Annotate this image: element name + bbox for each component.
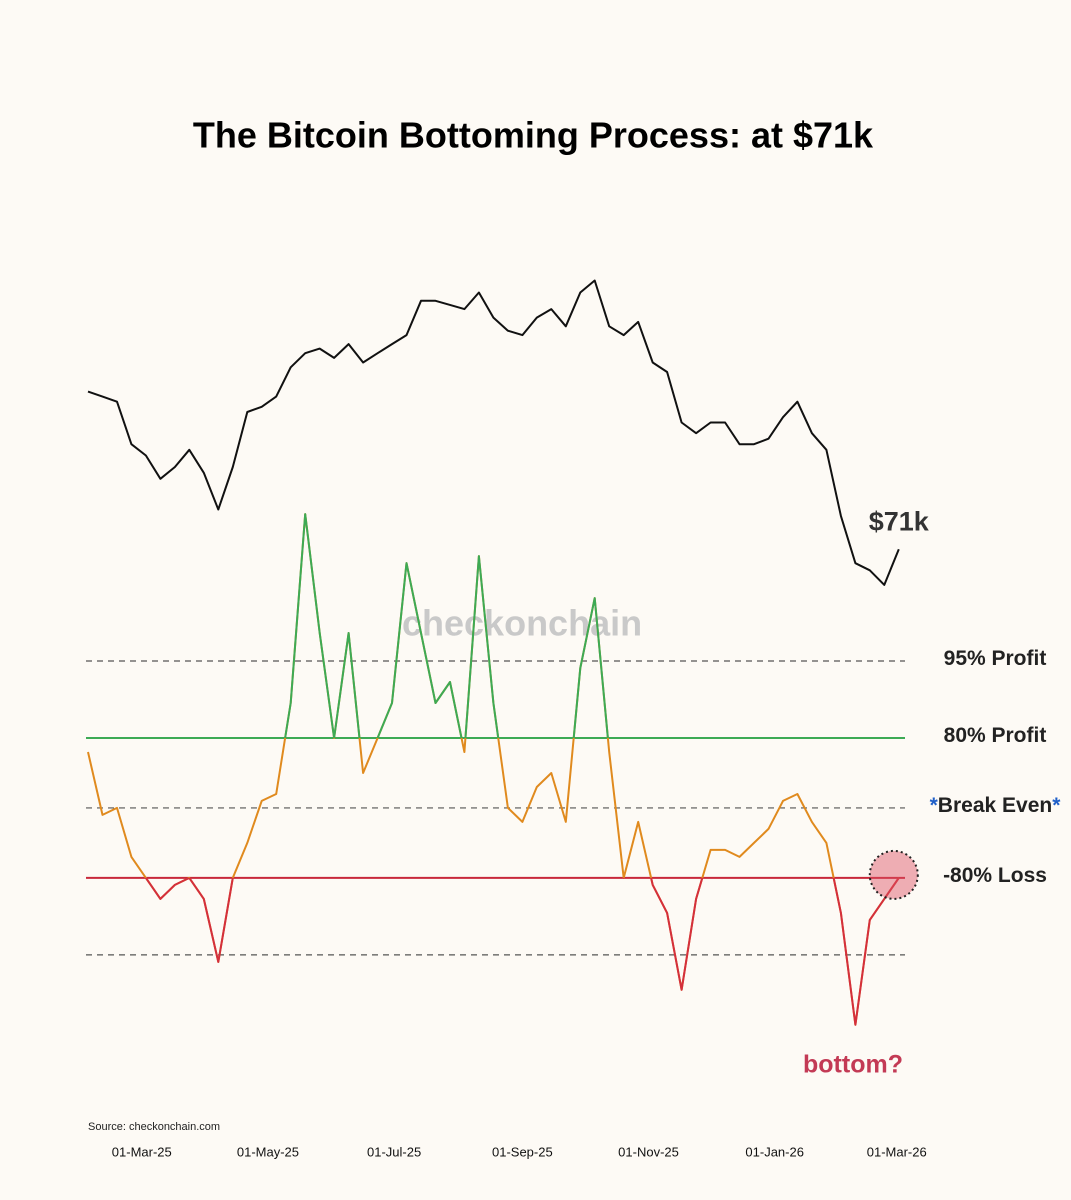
x-tick-label: 01-Jan-26 <box>745 1144 804 1159</box>
label-marker: * <box>1052 793 1061 816</box>
series-line-zone <box>284 513 609 738</box>
series-line <box>87 279 900 586</box>
reference-label: 95% Profit <box>944 647 1047 670</box>
x-tick-label: 01-May-25 <box>237 1144 299 1159</box>
reference-label: 80% Profit <box>944 724 1047 747</box>
price-annotation: $71k <box>869 506 930 536</box>
highlight <box>868 849 919 900</box>
reference-label-text: -80% Loss <box>943 863 1047 886</box>
source: Source: checkonchain.com <box>88 1121 220 1133</box>
reference-label-text: 80% Profit <box>944 724 1047 747</box>
reference-label-text: Break Even <box>938 793 1052 816</box>
reference-label: -80% Loss <box>943 863 1047 886</box>
reference-label: *Break Even* <box>930 793 1062 816</box>
x-tick-label: 01-Nov-25 <box>618 1144 679 1159</box>
reference-label-text: 95% Profit <box>944 647 1047 670</box>
x-tick-label: 01-Jul-25 <box>367 1144 421 1159</box>
x-tick-label: 01-Mar-26 <box>867 1144 927 1159</box>
label-marker: * <box>930 793 939 816</box>
series-line-zone <box>144 877 900 1026</box>
x-tick-label: 01-Sep-25 <box>492 1144 553 1159</box>
x-tick-label: 01-Mar-25 <box>112 1144 172 1159</box>
series-line <box>87 513 900 1026</box>
chart-title: The Bitcoin Bottoming Process: at $71k <box>193 115 874 156</box>
watermark: checkonchain <box>402 603 642 644</box>
bottom-annotation: bottom? <box>803 1051 903 1079</box>
